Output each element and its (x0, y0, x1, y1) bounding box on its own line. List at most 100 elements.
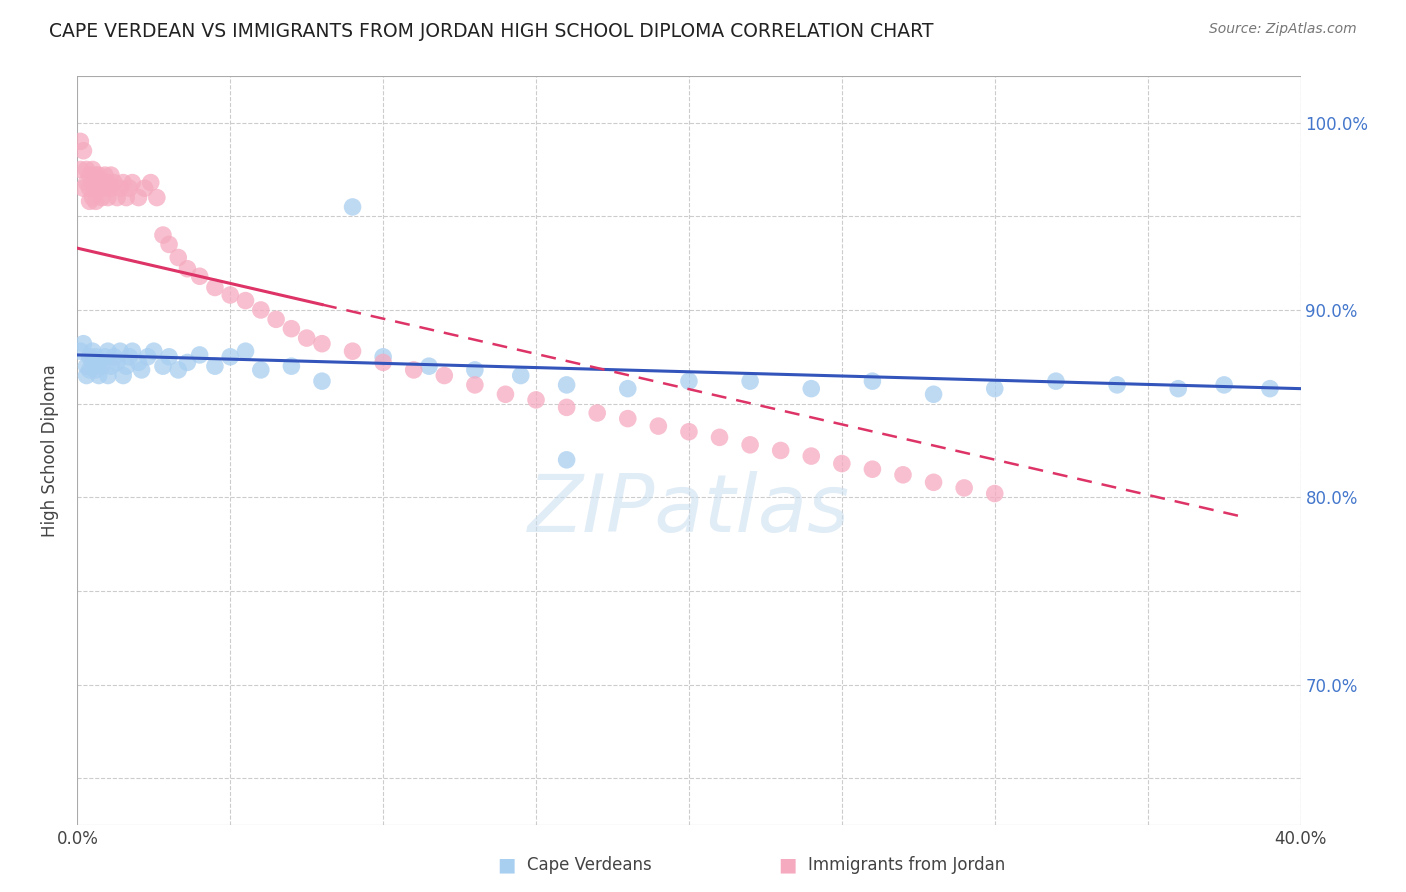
Text: ZIPatlas: ZIPatlas (527, 471, 851, 549)
Point (94, 350, 117, 364)
Point (79, 363, 101, 377)
Point (84, 194, 107, 209)
Point (79, 194, 101, 209)
Text: ■: ■ (778, 855, 797, 875)
Point (295, 331, 318, 345)
Point (984, 486, 1007, 500)
Point (1167, 382, 1189, 396)
Point (555, 401, 578, 415)
Point (953, 481, 976, 495)
Point (740, 438, 762, 452)
Point (79, 181, 101, 195)
Point (146, 191, 169, 205)
Point (134, 181, 156, 195)
Text: CAPE VERDEAN VS IMMIGRANTS FROM JORDAN HIGH SCHOOL DIPLOMA CORRELATION CHART: CAPE VERDEAN VS IMMIGRANTS FROM JORDAN H… (49, 22, 934, 41)
Point (115, 359, 138, 373)
Point (121, 176, 143, 190)
Y-axis label: High School Diploma: High School Diploma (41, 364, 59, 537)
Point (139, 176, 162, 190)
Point (87, 368, 110, 383)
Point (90, 191, 112, 205)
Point (678, 425, 700, 439)
Point (115, 191, 138, 205)
Point (108, 344, 131, 359)
Point (105, 191, 128, 205)
Point (131, 363, 153, 377)
Text: Source: ZipAtlas.com: Source: ZipAtlas.com (1209, 22, 1357, 37)
Point (371, 355, 394, 369)
Point (76, 359, 98, 373)
Point (100, 181, 122, 195)
Point (862, 462, 884, 476)
Point (311, 336, 333, 351)
Point (250, 302, 273, 317)
Point (167, 251, 190, 265)
Point (311, 374, 333, 388)
Point (235, 293, 257, 308)
Point (100, 359, 122, 373)
Point (97, 191, 120, 205)
Point (72, 181, 94, 195)
Point (555, 453, 578, 467)
Point (418, 359, 440, 373)
Point (105, 355, 128, 369)
Point (831, 457, 853, 471)
Point (84, 363, 107, 377)
Text: Immigrants from Jordan: Immigrants from Jordan (808, 856, 1005, 874)
Point (100, 168, 122, 182)
Point (176, 261, 198, 276)
Point (84, 168, 107, 182)
Point (118, 350, 141, 364)
Point (97, 176, 120, 190)
Point (69, 162, 91, 177)
Point (82, 176, 104, 190)
Point (76, 162, 98, 177)
Point (84, 181, 107, 195)
Point (264, 312, 287, 326)
Point (108, 181, 131, 195)
Point (82, 162, 104, 177)
Point (94, 181, 117, 195)
Point (1213, 377, 1236, 392)
Point (90, 359, 112, 373)
Point (79, 350, 101, 364)
Point (69, 344, 91, 359)
Point (1107, 377, 1129, 392)
Point (152, 359, 174, 373)
Point (922, 387, 945, 401)
Point (495, 387, 517, 401)
Point (112, 368, 135, 383)
Point (984, 382, 1007, 396)
Point (586, 406, 609, 420)
Point (94, 168, 117, 182)
Point (1045, 374, 1067, 388)
Point (188, 269, 211, 284)
Point (204, 359, 226, 373)
Point (167, 363, 190, 377)
Point (371, 350, 394, 364)
Point (342, 200, 364, 214)
Point (152, 227, 174, 242)
Text: Cape Verdeans: Cape Verdeans (527, 856, 652, 874)
Point (647, 419, 669, 434)
Point (464, 377, 486, 392)
Point (112, 176, 135, 190)
Point (127, 191, 149, 205)
Point (188, 348, 211, 362)
Point (76, 368, 98, 383)
Point (82, 355, 104, 369)
Point (509, 368, 531, 383)
Point (280, 359, 302, 373)
Point (204, 280, 226, 294)
Point (72, 144, 94, 158)
Point (82, 344, 104, 359)
Point (103, 350, 125, 364)
Point (219, 350, 242, 364)
Point (121, 344, 143, 359)
Point (97, 344, 120, 359)
Point (555, 377, 578, 392)
Point (280, 322, 302, 336)
Point (69, 134, 91, 148)
Point (219, 288, 242, 302)
Point (87, 181, 110, 195)
